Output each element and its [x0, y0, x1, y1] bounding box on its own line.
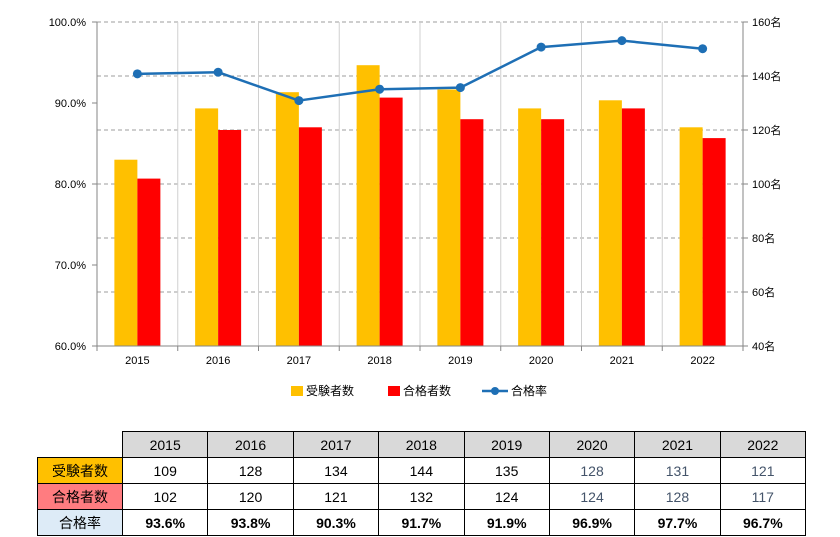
pass-rate-point-2021 [617, 36, 627, 46]
pass-rate-point-2019 [455, 83, 465, 93]
row-label-passers: 合格者数 [37, 483, 123, 510]
table-row-passers: 合格者数 102 120 121 132 124 124 128 117 [37, 483, 807, 510]
table-header-year: 2017 [292, 431, 380, 458]
right-tick-label: 80名 [752, 231, 775, 245]
x-tick-label: 2020 [529, 355, 553, 367]
table-cell: 135 [463, 457, 550, 484]
pass-rate-point-2018 [375, 84, 385, 94]
table-header-year: 2015 [121, 431, 209, 458]
table-cell: 132 [378, 483, 465, 510]
passers-bar-2015 [137, 178, 161, 346]
pass-rate-point-2016 [213, 67, 223, 77]
legend-label-pass-rate: 合格率 [511, 383, 547, 398]
axis-labels: 60.0% 70.0% 80.0% 90.0% 100.0% 40名 60名 80名 100名 1… [49, 15, 782, 367]
legend-swatch-applicants [291, 386, 303, 396]
passers-bar-2021 [621, 108, 645, 347]
table-header-year: 2020 [548, 431, 636, 458]
table-header-row: 2015 2016 2017 2018 2019 2020 2021 2022 [37, 431, 807, 458]
table-header-year: 2018 [378, 431, 465, 458]
x-tick-label: 2022 [690, 355, 714, 367]
applicants-bar-2018 [356, 65, 380, 346]
table-cell: 131 [634, 457, 721, 484]
x-tick-label: 2015 [125, 355, 149, 367]
table-cell: 97.7% [634, 509, 721, 536]
applicants-bar-2017 [275, 92, 299, 346]
table-cell: 109 [121, 457, 209, 484]
applicants-bar-2020 [518, 108, 542, 347]
table-row-applicants: 受験者数 109 128 134 144 135 128 131 121 [37, 457, 807, 484]
table-cell: 96.7% [719, 509, 807, 536]
applicants-bar-2021 [598, 100, 622, 346]
left-tick-label: 100.0% [49, 17, 87, 29]
x-tick-label: 2019 [448, 355, 472, 367]
table-cell: 144 [378, 457, 465, 484]
legend: 受験者数 合格者数 合格率 [291, 383, 547, 398]
gridlines [97, 21, 743, 346]
table-cell: 121 [292, 483, 380, 510]
passers-bar-2022 [702, 138, 726, 346]
table-header-year: 2022 [719, 431, 807, 458]
table-corner-cell [37, 431, 123, 458]
x-tick-label: 2018 [367, 355, 391, 367]
x-tick-label: 2021 [610, 355, 634, 367]
table-cell: 96.9% [548, 509, 636, 536]
results-table: 2015 2016 2017 2018 2019 2020 2021 2022 … [37, 431, 807, 536]
pass-rate-line [137, 39, 703, 102]
table-header-year: 2016 [207, 431, 294, 458]
left-tick-label: 70.0% [55, 260, 86, 272]
legend-label-passers: 合格者数 [403, 383, 451, 398]
x-tick-label: 2016 [206, 355, 230, 367]
combo-chart: 60.0% 70.0% 80.0% 90.0% 100.0% 40名 60名 80名 100名 1… [49, 15, 782, 398]
legend-swatch-pass-rate-marker [491, 387, 499, 395]
table-header-year: 2019 [463, 431, 550, 458]
right-tick-label: 60名 [752, 285, 775, 299]
table-cell: 91.7% [378, 509, 465, 536]
applicants-bar-2016 [195, 108, 219, 347]
legend-swatch-passers [388, 386, 400, 396]
passers-bar-2016 [218, 130, 242, 346]
row-label-applicants: 受験者数 [37, 457, 123, 484]
left-tick-label: 90.0% [55, 98, 86, 110]
table-cell: 128 [548, 457, 636, 484]
right-tick-label: 140名 [752, 69, 781, 83]
passers-bar-2017 [298, 127, 322, 346]
right-tick-label: 160名 [752, 15, 781, 29]
table-cell: 128 [207, 457, 294, 484]
bar-series [114, 65, 726, 347]
passers-bar-2018 [379, 97, 403, 346]
table-cell: 121 [719, 457, 807, 484]
pass-rate-point-2020 [536, 42, 546, 52]
table-row-pass-rate: 合格率 93.6% 93.8% 90.3% 91.7% 91.9% 96.9% … [37, 509, 807, 536]
pass-rate-point-2022 [698, 44, 708, 54]
passers-bar-2019 [460, 119, 484, 346]
right-tick-label: 100名 [752, 177, 781, 191]
table-cell: 124 [548, 483, 636, 510]
legend-label-applicants: 受験者数 [306, 383, 354, 398]
right-tick-label: 120名 [752, 123, 781, 137]
table-cell: 120 [207, 483, 294, 510]
table-cell: 102 [121, 483, 209, 510]
table-header-year: 2021 [634, 431, 721, 458]
table-cell: 128 [634, 483, 721, 510]
axes [92, 21, 748, 351]
applicants-bar-2019 [437, 89, 461, 346]
left-tick-label: 80.0% [55, 179, 86, 191]
table-cell: 93.8% [207, 509, 294, 536]
table-cell: 134 [292, 457, 380, 484]
x-tick-label: 2017 [287, 355, 311, 367]
table-cell: 93.6% [121, 509, 209, 536]
table-cell: 117 [719, 483, 807, 510]
pass-rate-point-2017 [294, 96, 304, 106]
line-series [132, 36, 708, 106]
table-cell: 91.9% [463, 509, 550, 536]
left-tick-label: 60.0% [55, 341, 86, 353]
row-label-pass-rate: 合格率 [37, 509, 123, 536]
right-tick-label: 40名 [752, 339, 775, 353]
pass-rate-point-2015 [132, 69, 142, 79]
passers-bar-2020 [541, 119, 565, 346]
applicants-bar-2022 [679, 127, 703, 346]
table-cell: 124 [463, 483, 550, 510]
table-cell: 90.3% [292, 509, 380, 536]
applicants-bar-2015 [114, 159, 138, 346]
